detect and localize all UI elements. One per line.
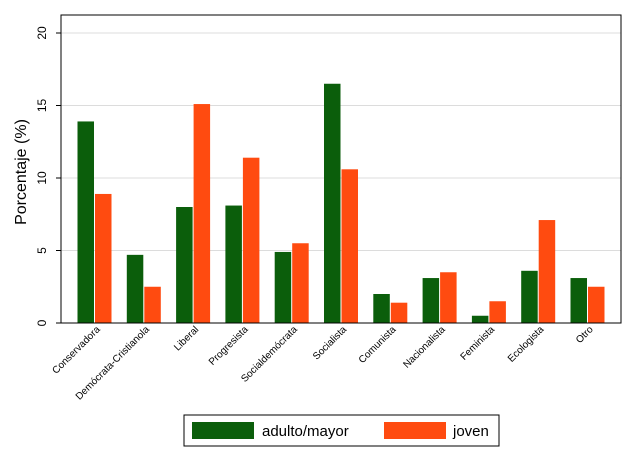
bar [77, 121, 94, 323]
bar [489, 301, 506, 323]
x-category-label: Ecologista [506, 324, 547, 365]
axes [60, 14, 622, 324]
bar [95, 193, 112, 323]
y-tick-labels: 0 5 10 15 20 [35, 26, 49, 326]
legend-swatch [384, 422, 446, 439]
legend: adulto/mayor joven [183, 414, 500, 447]
legend-label: adulto/mayor [262, 423, 349, 440]
bar [193, 104, 211, 323]
y-tick-label: 15 [35, 99, 49, 113]
x-category-label: Progresista [207, 324, 251, 368]
bar [422, 278, 440, 323]
bar [390, 302, 408, 323]
bar [521, 270, 538, 323]
bar [144, 286, 161, 323]
bar [324, 83, 341, 323]
x-category-label: Socialista [311, 324, 349, 362]
legend-label: joven [452, 423, 489, 440]
bar [570, 278, 587, 323]
gridlines [56, 32, 621, 324]
plot-frame [60, 14, 622, 324]
x-category-label: Conservadora [50, 324, 103, 377]
x-category-label: Comunista [357, 324, 399, 366]
bar [126, 254, 144, 323]
bar [538, 220, 556, 323]
x-category-label: Liberal [172, 324, 201, 353]
bar [440, 272, 457, 323]
y-axis-title: Porcentaje (%) [13, 119, 30, 225]
y-tick-label: 10 [35, 171, 49, 185]
y-tick-label: 5 [35, 247, 49, 254]
bar [588, 286, 605, 323]
y-tick-label: 20 [35, 26, 49, 40]
bar [471, 315, 489, 323]
bar [292, 243, 309, 323]
bar [225, 205, 242, 323]
bar [373, 294, 390, 323]
x-category-label: Otro [574, 324, 596, 346]
bar [242, 157, 260, 323]
bar [274, 251, 292, 323]
x-category-label: Feminista [459, 324, 498, 363]
x-category-label: Nacionalista [401, 324, 448, 371]
y-tick-label: 0 [35, 319, 49, 326]
legend-swatch [192, 422, 254, 439]
bar [176, 207, 193, 323]
bar [341, 169, 358, 323]
bars [77, 83, 605, 323]
